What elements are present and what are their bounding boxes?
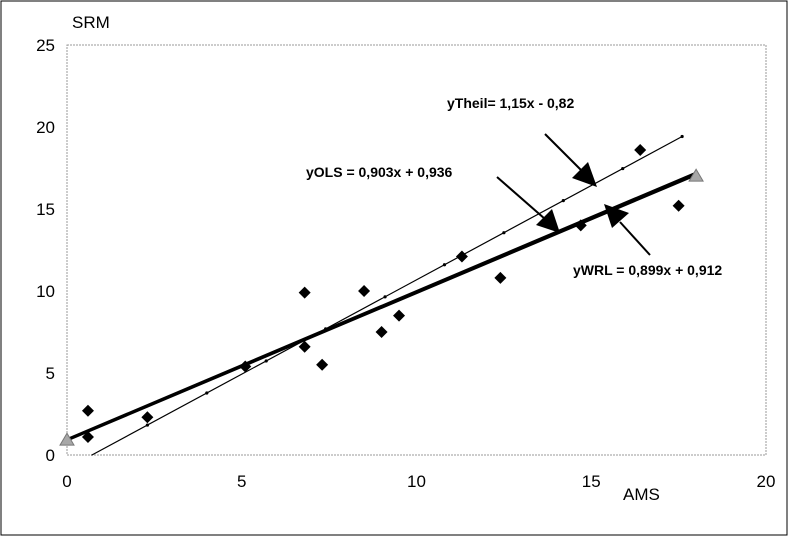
regression-lines xyxy=(66,134,697,456)
y-axis-title: SRM xyxy=(72,13,110,32)
x-tick-label: 5 xyxy=(237,472,246,491)
theil-line-marker xyxy=(561,199,565,203)
x-tick-label: 20 xyxy=(757,472,776,491)
x-tick-label: 0 xyxy=(62,472,71,491)
theil-line-marker xyxy=(502,231,506,235)
data-point xyxy=(494,271,507,284)
data-point xyxy=(239,360,252,373)
data-point xyxy=(375,326,388,338)
data-point xyxy=(358,285,371,297)
data-point xyxy=(455,250,468,263)
y-tick-label: 10 xyxy=(36,282,55,301)
wrl-arrow xyxy=(604,204,651,256)
data-point xyxy=(298,340,311,353)
wrl-equation-label: yWRL = 0,899x + 0,912 xyxy=(573,262,722,278)
data-point xyxy=(141,411,154,424)
data-point xyxy=(393,309,406,322)
data-points xyxy=(59,143,704,446)
y-tick-label: 15 xyxy=(36,200,55,219)
tick-labels: 0 5 10 15 20 0 5 10 15 20 25 xyxy=(36,36,775,491)
data-point xyxy=(316,358,329,371)
theil-line-marker xyxy=(264,359,268,363)
data-point xyxy=(672,199,685,212)
theil-regression-line xyxy=(91,135,683,456)
ols-equation-label: yOLS = 0,903x + 0,936 xyxy=(306,164,453,180)
plot-area xyxy=(66,44,767,456)
y-tick-label: 0 xyxy=(46,446,55,465)
theil-line-marker xyxy=(145,423,149,427)
wrl-regression-line xyxy=(66,173,697,442)
theil-line-marker xyxy=(442,263,447,267)
theil-arrow xyxy=(544,133,597,187)
y-tick-label: 5 xyxy=(46,364,55,383)
data-point xyxy=(81,404,94,417)
theil-line-marker xyxy=(621,166,625,171)
ols-arrow xyxy=(496,176,560,233)
data-point xyxy=(574,219,587,232)
endpoint-marker xyxy=(59,432,75,446)
y-tick-label: 25 xyxy=(36,36,55,55)
endpoint-marker xyxy=(688,168,704,182)
theil-line-marker xyxy=(205,391,209,395)
theil-line-marker xyxy=(680,134,684,139)
theil-line-marker xyxy=(383,295,387,299)
x-tick-label: 15 xyxy=(582,472,601,491)
data-point xyxy=(81,430,94,443)
x-tick-label: 10 xyxy=(407,472,426,491)
theil-equation-label: yTheil= 1,15x - 0,82 xyxy=(447,95,574,111)
data-point xyxy=(634,143,647,156)
x-axis-title: AMS xyxy=(623,485,660,504)
data-point xyxy=(298,286,311,299)
y-tick-label: 20 xyxy=(36,118,55,137)
